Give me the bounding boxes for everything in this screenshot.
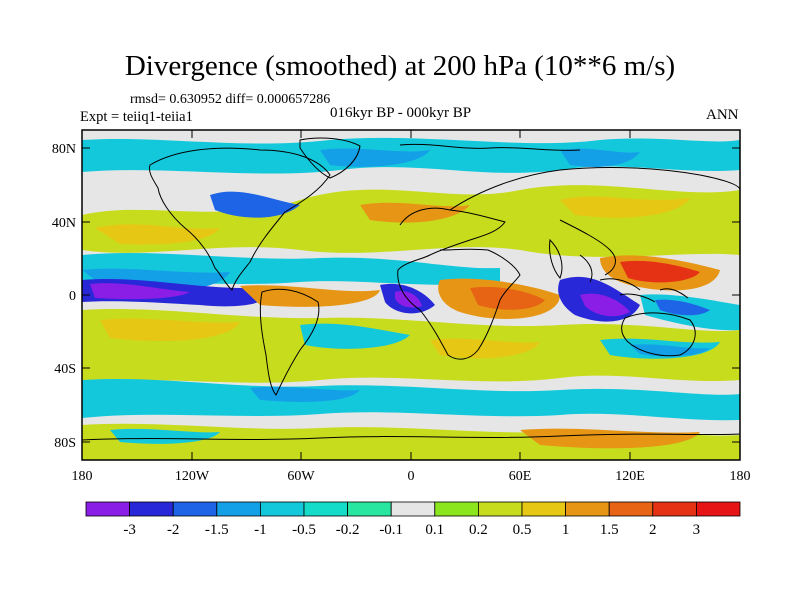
colorbar-tick-label: -0.1	[379, 522, 403, 538]
colorbar-tick-label: -1.5	[205, 522, 229, 538]
experiment-label: Expt = teiiq1-teiia1	[80, 109, 193, 125]
colorbar-tick-label: -0.5	[292, 522, 316, 538]
colorbar-tick-label: 1	[562, 522, 570, 538]
colorbar-tick-label: 0.2	[469, 522, 488, 538]
colorbar-swatch	[521, 501, 566, 517]
lon-label-0: 0	[408, 469, 415, 484]
lon-label-180w: 180	[72, 469, 93, 484]
lon-label-120e: 120E	[615, 469, 645, 484]
colorbar-swatch	[565, 501, 610, 517]
colorbar-swatch	[85, 501, 130, 517]
colorbar-swatch	[477, 501, 523, 517]
season-label: ANN	[706, 107, 739, 123]
coastlines	[82, 137, 740, 441]
colorbar-tick-label: 3	[693, 522, 701, 538]
colorbar-swatch	[172, 501, 218, 517]
colorbar-tick-label: -1	[254, 522, 267, 538]
period-comparison-label: 016kyr BP - 000kyr BP	[330, 105, 472, 121]
colorbar	[85, 501, 741, 517]
colorbar-swatch	[608, 501, 654, 517]
colorbar-swatch	[434, 501, 479, 517]
colorbar-swatch	[303, 501, 348, 517]
lat-label-40n: 40N	[52, 216, 76, 231]
lon-label-180e: 180	[730, 469, 751, 484]
colorbar-swatch	[390, 501, 436, 517]
lat-label-0: 0	[69, 289, 76, 304]
colorbar-swatch	[347, 501, 392, 517]
colorbar-tick-label: 0.5	[513, 522, 532, 538]
colorbar-swatch	[216, 501, 261, 517]
colorbar-tick-label: 0.1	[425, 522, 444, 538]
colorbar-tick-label: -0.2	[336, 522, 360, 538]
colorbar-swatch	[652, 501, 697, 517]
colorbar-labels: -3 -2 -1.5 -1 -0.5 -0.2 -0.1 0.1 0.2 0.5 1 1.5 2 3	[123, 522, 700, 538]
colorbar-tick-label: -3	[123, 522, 136, 538]
axis-ticks	[81, 130, 741, 460]
lat-label-40s: 40S	[54, 362, 76, 377]
lat-label-80n: 80N	[52, 142, 76, 157]
colorbar-swatch	[129, 501, 174, 517]
colorbar-tick-label: 1.5	[600, 522, 619, 538]
stats-label: rmsd= 0.630952 diff= 0.000657286	[130, 92, 331, 107]
lat-label-80s: 80S	[54, 436, 76, 451]
lon-label-60e: 60E	[509, 469, 532, 484]
lon-label-60w: 60W	[287, 469, 315, 484]
colorbar-swatch	[696, 501, 741, 517]
colorbar-tick-label: -2	[167, 522, 180, 538]
colorbar-tick-label: 2	[649, 522, 657, 538]
divergence-field	[82, 130, 740, 460]
lon-label-120w: 120W	[175, 469, 210, 484]
colorbar-swatch	[259, 501, 305, 517]
chart-title: Divergence (smoothed) at 200 hPa (10**6 …	[124, 50, 676, 82]
